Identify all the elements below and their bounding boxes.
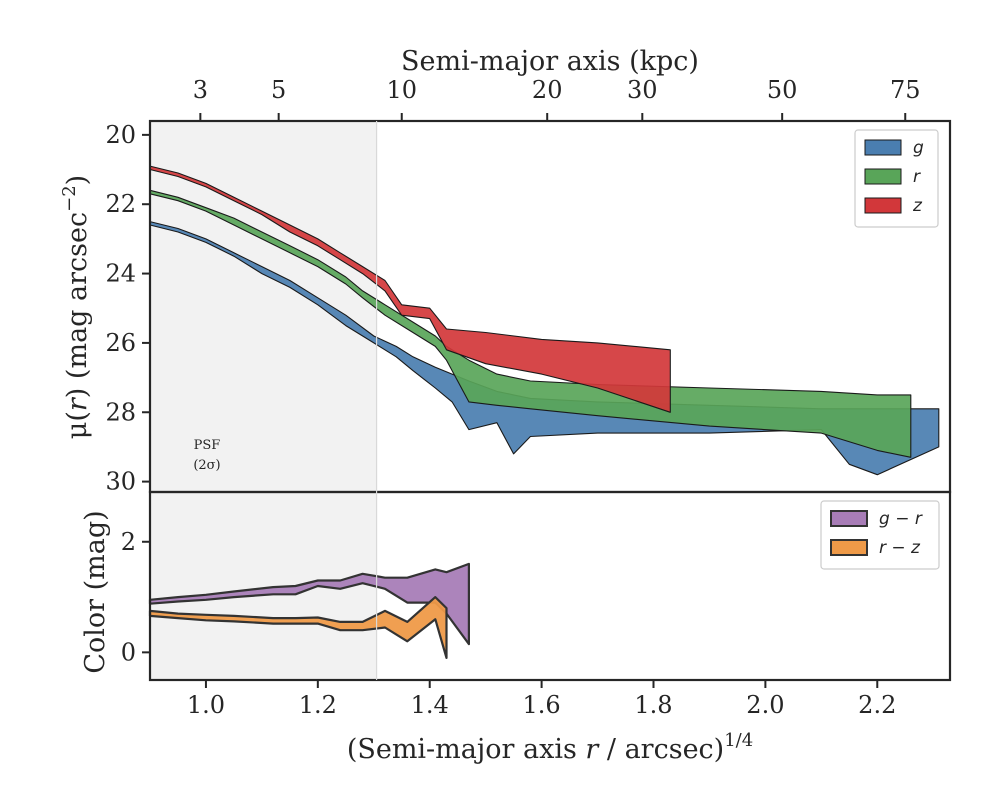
- top-x-tick-label: 20: [532, 76, 563, 104]
- y-tick-label-top: 26: [105, 329, 136, 357]
- y-tick-label-top: 22: [105, 190, 136, 218]
- x-tick-label-bottom: 1.2: [299, 691, 337, 719]
- xlabel-part-2: / arcsec): [598, 734, 724, 765]
- ylabel-part-unit: ) (mag arcsec: [62, 212, 93, 398]
- bottom-y-axis-label: Color (mag): [80, 510, 111, 673]
- legend-patch: [864, 168, 902, 185]
- y-tick-label-bottom: 0: [121, 638, 136, 666]
- top-legend: grz: [854, 129, 939, 228]
- legend-patch: [830, 510, 868, 527]
- top-x-tick-label: 3: [193, 76, 208, 104]
- top-axis-label: Semi-major axis (kpc): [401, 46, 699, 77]
- legend-label: r − z: [879, 538, 921, 558]
- x-tick-label-bottom: 1.6: [523, 691, 561, 719]
- xlabel-part-1: (Semi-major axis: [347, 734, 586, 765]
- legend-patch: [864, 197, 902, 214]
- y-tick-label-top: 30: [105, 468, 136, 496]
- top-x-tick-label: 50: [767, 76, 798, 104]
- legend-label: z: [912, 196, 923, 216]
- ylabel-part-exp: −2: [59, 185, 80, 212]
- y-tick-label-top: 28: [105, 398, 136, 426]
- axis-ticks: [142, 113, 907, 688]
- color-bands: [148, 562, 470, 660]
- xlabel-part-r: r: [585, 734, 600, 765]
- legend-label: r: [913, 167, 921, 187]
- x-tick-label-bottom: 2.0: [746, 691, 784, 719]
- psf-label-line1: PSF: [194, 438, 221, 453]
- bottom-legend: g − r r − z: [820, 500, 940, 570]
- ylabel-part-mu: μ(: [62, 411, 93, 439]
- y-tick-label-top: 20: [105, 121, 136, 149]
- x-tick-label-bottom: 1.0: [187, 691, 225, 719]
- top-x-tick-label: 30: [627, 76, 658, 104]
- bottom-panel-frame: [148, 490, 952, 682]
- x-tick-label-bottom: 1.8: [634, 691, 672, 719]
- top-x-tick-label: 5: [271, 76, 286, 104]
- legend-patch: [864, 139, 902, 156]
- y-tick-label-bottom: 2: [121, 528, 136, 556]
- top-x-tick-label: 75: [890, 76, 921, 104]
- ylabel-part-r: r: [62, 396, 93, 411]
- legend-patch: [830, 539, 868, 556]
- bottom-x-axis-label: (Semi-major axis r / arcsec)1/4: [347, 730, 753, 765]
- band-top-1: [149, 189, 912, 458]
- ylabel-part-close: ): [62, 175, 93, 186]
- band-bottom-1: [148, 595, 448, 660]
- y-tick-label-top: 24: [105, 260, 136, 288]
- top-y-axis-label: μ(r) (mag arcsec−2): [59, 175, 93, 439]
- top-x-tick-label: 10: [386, 76, 417, 104]
- psf-shade-top-panel: [150, 121, 377, 492]
- legend-label: g − r: [879, 509, 923, 529]
- surface-brightness-bands: [149, 165, 940, 476]
- psf-label-line2: (2σ): [193, 458, 220, 473]
- x-tick-label-bottom: 2.2: [858, 691, 896, 719]
- x-tick-label-bottom: 1.4: [411, 691, 449, 719]
- legend-label: g: [913, 138, 924, 158]
- xlabel-part-exp: 1/4: [724, 730, 753, 751]
- band-bottom-0: [148, 562, 470, 646]
- band-top-2: [149, 165, 671, 413]
